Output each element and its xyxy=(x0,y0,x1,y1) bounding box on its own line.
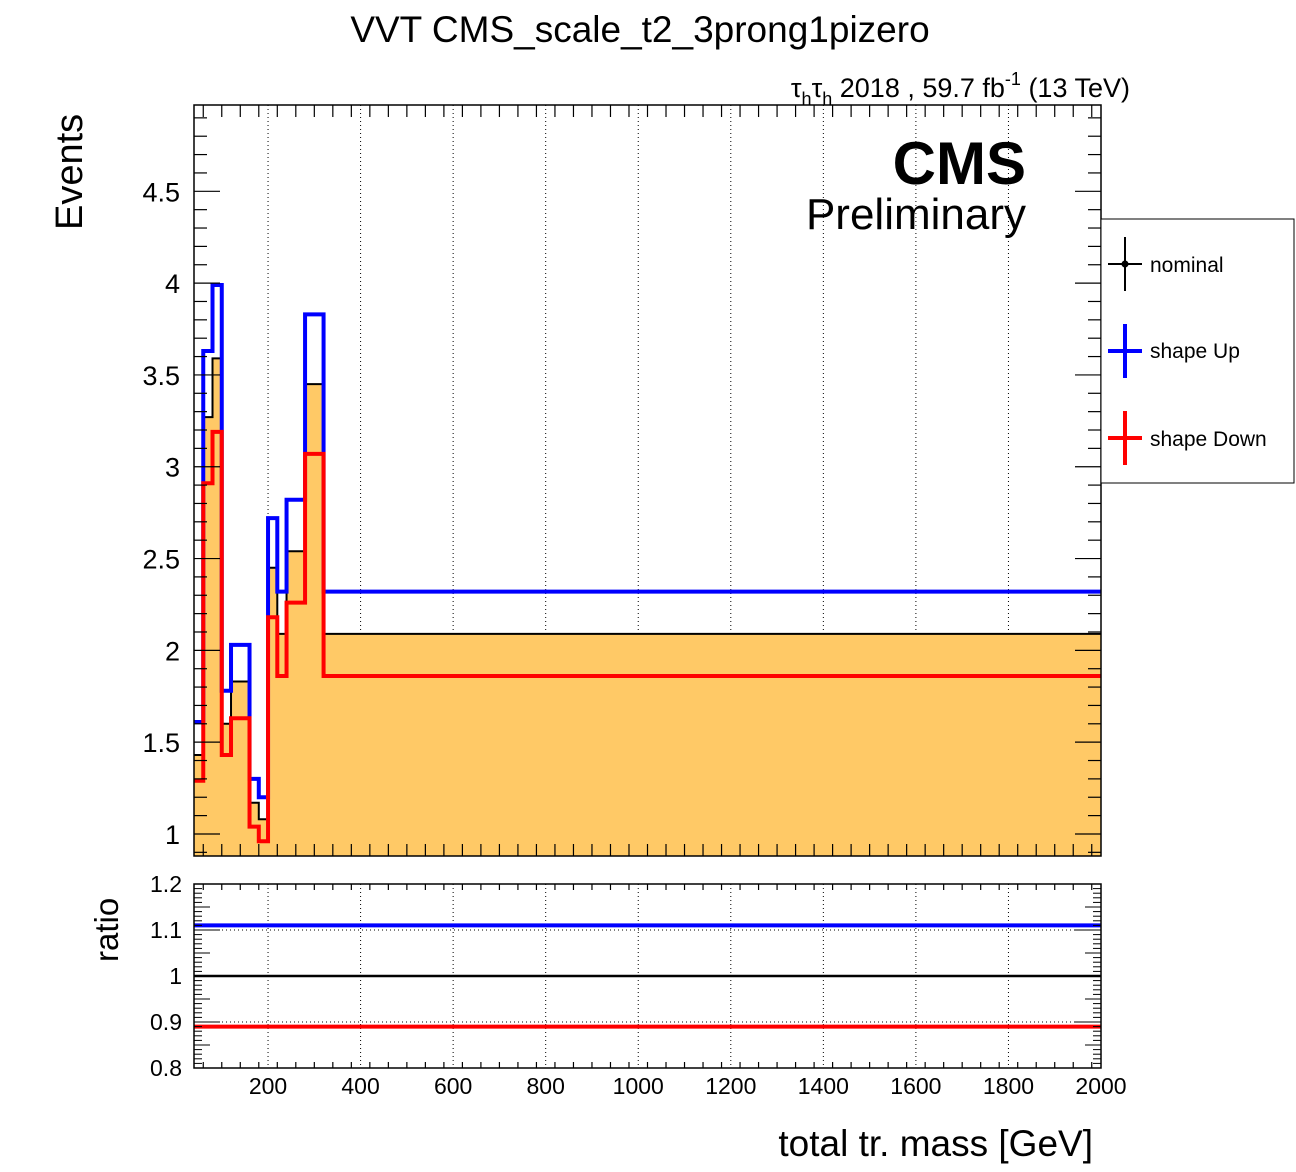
lumi-sub-1: h xyxy=(802,89,812,109)
cms-label: CMS xyxy=(893,130,1026,197)
ratio-tick-label-2: 1 xyxy=(169,963,182,989)
y-tick-label-5: 3.5 xyxy=(142,361,180,391)
ratio-series-lines xyxy=(194,923,1101,1029)
y-tick-label-3: 2.5 xyxy=(142,545,180,575)
y-tick-label-1: 1.5 xyxy=(142,728,180,758)
main-series-lines xyxy=(194,282,1101,844)
x-axis-label: total tr. mass [GeV] xyxy=(778,1123,1093,1164)
ratio-tick-label-0: 0.8 xyxy=(150,1055,182,1081)
ratio-tick-label-1: 0.9 xyxy=(150,1009,182,1035)
x-tick-label-6: 1400 xyxy=(798,1073,849,1099)
x-tick-label-1: 400 xyxy=(341,1073,379,1099)
legend: nominal shape Up shape Down xyxy=(1100,218,1295,484)
y-tick-label-2: 2 xyxy=(165,636,180,666)
x-tick-label-4: 1000 xyxy=(613,1073,664,1099)
x-tick-label-0: 200 xyxy=(249,1073,287,1099)
x-tick-label-2: 600 xyxy=(434,1073,472,1099)
cms-sublabel: Preliminary xyxy=(806,190,1026,239)
ratio-tick-label-3: 1.1 xyxy=(150,917,182,943)
main-y-ticks: 1 1.5 2 2.5 3 3.5 4 4.5 xyxy=(142,117,1101,853)
ratio-plot: 0.8 0.9 1 1.1 1.2 200 400 600 800 1000 1200 1400 16… xyxy=(150,871,1127,1099)
legend-entry-shape-down: shape Down xyxy=(1108,411,1267,465)
nominal-fill xyxy=(194,358,1101,856)
x-tick-label-7: 1600 xyxy=(890,1073,941,1099)
ratio-y-ticks: 0.8 0.9 1 1.1 1.2 xyxy=(150,871,1101,1081)
lumi-label: τhτh 2018 , 59.7 fb-1 (13 TeV) xyxy=(791,69,1130,109)
y-tick-label-6: 4 xyxy=(165,269,180,299)
ratio-axis-label: ratio xyxy=(88,898,125,962)
legend-label-shape-down: shape Down xyxy=(1150,428,1267,451)
x-tick-label-3: 800 xyxy=(527,1073,565,1099)
lumi-tau-2: τ xyxy=(812,73,823,103)
legend-label-nominal: nominal xyxy=(1150,254,1224,277)
ratio-tick-label-4: 1.2 xyxy=(150,871,182,897)
chart-title: VVT CMS_scale_t2_3prong1pizero xyxy=(350,9,929,50)
y-tick-label-7: 4.5 xyxy=(142,177,180,207)
lumi-superscript: -1 xyxy=(1005,69,1021,89)
y-tick-label-4: 3 xyxy=(165,453,180,483)
legend-entry-shape-up: shape Up xyxy=(1108,324,1240,378)
lumi-energy: (13 TeV) xyxy=(1028,73,1130,103)
y-tick-label-0: 1 xyxy=(165,820,180,850)
legend-label-shape-up: shape Up xyxy=(1150,340,1240,363)
series-line-shape-down xyxy=(194,429,1101,844)
lumi-sub-2: h xyxy=(822,89,832,109)
series-line-shape-up xyxy=(194,282,1101,800)
x-tick-label-8: 1800 xyxy=(983,1073,1034,1099)
y-axis-label: Events xyxy=(49,114,91,230)
x-tick-label-9: 2000 xyxy=(1075,1073,1126,1099)
x-ticks: 200 400 600 800 1000 1200 1400 1600 1800 2000 xyxy=(249,1073,1127,1099)
legend-marker-nominal-dot xyxy=(1121,260,1129,268)
lumi-tau-1: τ xyxy=(791,73,802,103)
lumi-text: 2018 , 59.7 fb xyxy=(840,73,1005,103)
main-plot: 1 1.5 2 2.5 3 3.5 4 4.5 xyxy=(142,104,1102,857)
nominal-area xyxy=(194,358,1101,856)
x-tick-label-5: 1200 xyxy=(705,1073,756,1099)
legend-entry-nominal: nominal xyxy=(1108,237,1224,291)
